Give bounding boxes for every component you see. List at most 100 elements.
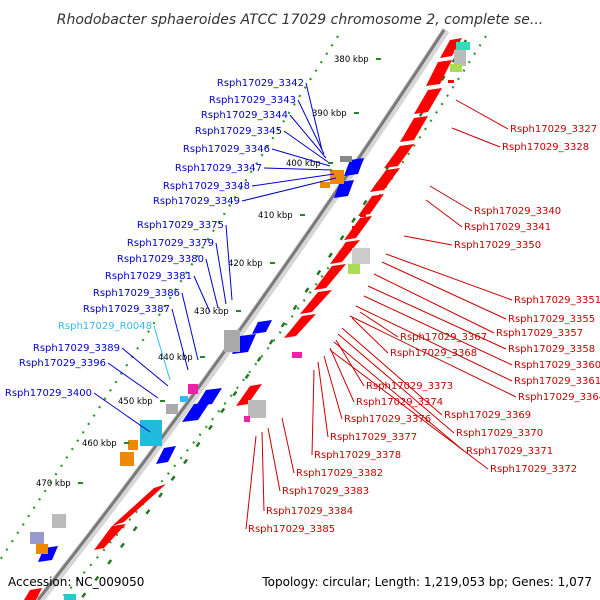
map-title: Rhodobacter sphaeroides ATCC 17029 chrom… [57, 12, 543, 28]
gene-label-left[interactable]: Rsph17029_3389 [33, 343, 120, 354]
leader-line [323, 355, 343, 420]
leader-line [121, 347, 169, 387]
gene-arrow [196, 388, 222, 406]
gene-arrow [330, 240, 360, 264]
gene-label-right[interactable]: Rsph17029_3376 [344, 414, 431, 425]
gene-arrow [24, 588, 42, 600]
leader-line [367, 285, 507, 350]
gene-label-left[interactable]: Rsph17029_3375 [137, 220, 224, 231]
gene-label-right[interactable]: Rsph17029_3341 [464, 222, 551, 233]
leader-line [225, 224, 233, 301]
gene-label-left[interactable]: Rsph17029_3380 [117, 254, 204, 265]
kbp-tick-mark [200, 356, 205, 358]
leader-line [349, 315, 517, 398]
leader-line [363, 295, 513, 366]
reverse-strand-genes [24, 38, 462, 600]
leader-line [381, 261, 507, 320]
leader-line [329, 349, 489, 470]
gene-arrow [370, 168, 400, 192]
gene-label-right[interactable]: Rsph17029_3340 [474, 206, 561, 217]
leader-line [359, 311, 399, 338]
gene-label-right[interactable]: Rsph17029_3358 [508, 344, 595, 355]
gene-label-left[interactable]: Rsph17029_3346 [183, 144, 270, 155]
gene-arrow [400, 116, 428, 142]
gene-label-right[interactable]: Rsph17029_3327 [510, 124, 597, 135]
forward-strand-genes [38, 158, 364, 562]
gene-label-left[interactable]: Rsph17029_3381 [105, 271, 192, 282]
gene-label-right[interactable]: Rsph17029_3364 [518, 392, 600, 403]
kbp-tick-mark [328, 162, 333, 164]
gene-arrow [182, 402, 210, 422]
gene-label-right[interactable]: Rsph17029_3369 [444, 410, 531, 421]
gene-label-right[interactable]: Rsph17029_3367 [400, 332, 487, 343]
leader-line [425, 199, 463, 228]
feature-blocks [30, 42, 470, 600]
gene-label-right[interactable]: Rsph17029_3383 [282, 486, 369, 497]
gene-label-right[interactable]: Rsph17029_3384 [266, 506, 353, 517]
leader-line [181, 292, 199, 361]
gene-label-right[interactable]: Rsph17029_3374 [356, 397, 443, 408]
leader-line [337, 333, 455, 434]
kbp-tick-mark [124, 442, 129, 444]
gene-label-left[interactable]: Rsph17029_R0048 [58, 321, 152, 332]
gene-arrow [156, 446, 176, 464]
left-leader-lines [93, 82, 337, 433]
gene-label-right[interactable]: Rsph17029_3360 [514, 360, 600, 371]
leader-line [283, 130, 329, 163]
gene-label-right[interactable]: Rsph17029_3357 [496, 328, 583, 339]
gene-label-left[interactable]: Rsph17029_3342 [217, 78, 304, 89]
gene-label-left[interactable]: Rsph17029_3396 [19, 358, 106, 369]
gene-label-right[interactable]: Rsph17029_3377 [330, 432, 417, 443]
gene-label-left[interactable]: Rsph17029_3379 [127, 238, 214, 249]
leader-line [329, 347, 355, 403]
leader-line [355, 305, 513, 382]
kbp-tick-label: 380 kbp [334, 55, 369, 65]
leader-line [193, 275, 211, 313]
gene-label-right[interactable]: Rsph17029_3370 [456, 428, 543, 439]
gene-label-right[interactable]: Rsph17029_3328 [502, 142, 589, 153]
kbp-tick-label: 470 kbp [36, 479, 71, 489]
gene-label-left[interactable]: Rsph17029_3343 [209, 95, 296, 106]
gene-label-right[interactable]: Rsph17029_3361 [514, 376, 600, 387]
gene-label-left[interactable]: Rsph17029_3386 [93, 288, 180, 299]
gene-arrow [252, 320, 272, 334]
leader-line [341, 327, 443, 416]
gene-label-left[interactable]: Rsph17029_3349 [153, 196, 240, 207]
gene-label-right[interactable]: Rsph17029_3350 [454, 240, 541, 251]
leader-line [215, 242, 227, 305]
kbp-tick-label: 460 kbp [82, 439, 117, 449]
gene-label-right[interactable]: Rsph17029_3355 [508, 314, 595, 325]
gene-label-left[interactable]: Rsph17029_3344 [201, 110, 288, 121]
leader-line [153, 325, 171, 381]
leader-line [429, 185, 473, 212]
right-leader-lines [245, 99, 517, 530]
gene-label-left[interactable]: Rsph17029_3345 [195, 126, 282, 137]
gene-arrow [414, 88, 442, 114]
gene-arrow [384, 144, 414, 168]
kbp-tick-label: 440 kbp [158, 353, 193, 363]
gene-label-right[interactable]: Rsph17029_3368 [390, 348, 477, 359]
gene-label-left[interactable]: Rsph17029_3387 [83, 304, 170, 315]
leader-line [241, 177, 337, 202]
leader-line [373, 273, 495, 334]
gene-label-right[interactable]: Rsph17029_3373 [366, 381, 453, 392]
leader-line [455, 99, 509, 130]
gene-label-right[interactable]: Rsph17029_3385 [248, 524, 335, 535]
kbp-tick-labels: 380 kbp 390 kbp 400 kbp 410 kbp 420 kbp 430 k… [36, 55, 381, 489]
gene-label-right[interactable]: Rsph17029_3371 [466, 446, 553, 457]
leader-line [171, 308, 189, 371]
gene-arrow [334, 180, 354, 198]
gene-arrow [94, 524, 126, 550]
gene-label-right[interactable]: Rsph17029_3372 [490, 464, 577, 475]
leader-line [451, 127, 501, 148]
gene-label-right[interactable]: Rsph17029_3382 [296, 468, 383, 479]
leader-line [251, 173, 335, 187]
leader-line [245, 435, 257, 530]
gene-label-right[interactable]: Rsph17029_3351 [514, 295, 600, 306]
leader-line [107, 362, 159, 399]
kbp-tick-label: 430 kbp [194, 307, 229, 317]
gene-label-left[interactable]: Rsph17029_3347 [175, 163, 262, 174]
gene-label-left[interactable]: Rsph17029_3348 [163, 181, 250, 192]
gene-label-left[interactable]: Rsph17029_3400 [5, 388, 92, 399]
gene-label-right[interactable]: Rsph17029_3378 [314, 450, 401, 461]
